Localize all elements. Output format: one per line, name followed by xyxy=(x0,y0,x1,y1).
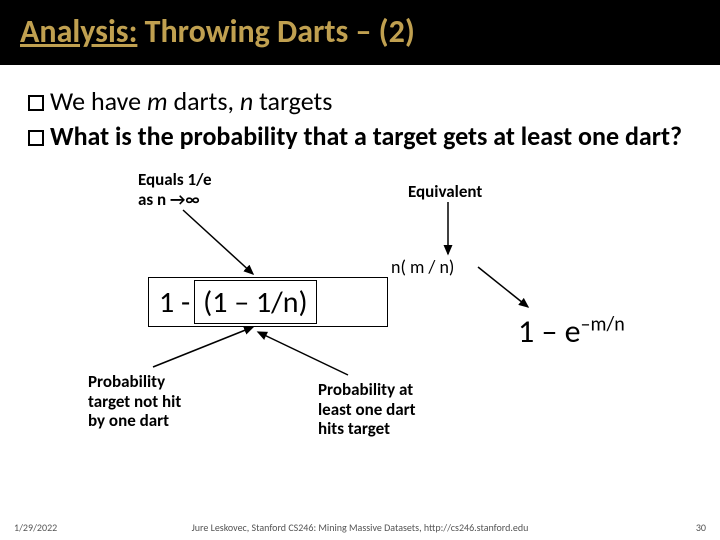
annot-br-l3: hits target xyxy=(318,419,416,439)
b1-post: targets xyxy=(253,85,332,117)
title-rest: Throwing Darts – (2) xyxy=(137,12,414,51)
bullet-box-icon xyxy=(28,95,44,111)
formula-outer-box: 1 - (1 – 1/n) xyxy=(148,277,388,327)
annot-prob-hits: Probability at least one dart hits targe… xyxy=(318,380,416,439)
arrow-tl xyxy=(183,210,253,274)
bullet-2: What is the probability that a target ge… xyxy=(28,120,692,153)
annot-bl-l2: target not hit xyxy=(88,392,181,412)
b1-mid: darts, xyxy=(168,85,240,117)
annot-equals-1e: Equals 1/e as n →∞ xyxy=(138,170,212,209)
title-bar: Analysis: Throwing Darts – (2) xyxy=(0,0,720,65)
arrow-bl xyxy=(153,327,253,367)
footer-center: Jure Leskovec, Stanford CS246: Mining Ma… xyxy=(192,521,529,534)
b2-text: What is the probability that a target ge… xyxy=(50,120,682,152)
annot-bl-l1: Probability xyxy=(88,372,181,392)
result-formula: 1 – e–m/n xyxy=(518,312,625,351)
result-base: 1 – e xyxy=(518,312,581,351)
footer-date: 1/29/2022 xyxy=(14,521,57,534)
b1-pre: We have xyxy=(50,85,147,117)
annot-equivalent: Equivalent xyxy=(408,182,482,202)
arrow-to-result xyxy=(478,267,528,307)
slide-title: Analysis: Throwing Darts – (2) xyxy=(20,12,700,51)
bullet-1: We have m darts, n targets xyxy=(28,85,692,118)
bullet-box-icon xyxy=(28,130,44,146)
diagram-area: Equals 1/e as n →∞ Equivalent n( m / n) … xyxy=(28,162,692,462)
arrow-br xyxy=(258,332,348,375)
result-exp: –m/n xyxy=(581,312,625,336)
footer-page: 30 xyxy=(696,521,706,534)
formula-inner-box: (1 – 1/n) xyxy=(194,280,316,324)
annot-tl-l2: as n →∞ xyxy=(138,190,212,210)
footer: 1/29/2022 Jure Leskovec, Stanford CS246:… xyxy=(0,521,720,534)
annot-bl-l3: by one dart xyxy=(88,411,181,431)
annot-tl-l1: Equals 1/e xyxy=(138,170,212,190)
formula-prefix: 1 - xyxy=(159,284,190,321)
exponent-label: n( m / n) xyxy=(391,257,454,278)
annot-prob-not-hit: Probability target not hit by one dart xyxy=(88,372,181,431)
title-underlined: Analysis: xyxy=(20,12,137,51)
b1-m: m xyxy=(147,85,168,117)
annot-br-l1: Probability at xyxy=(318,380,416,400)
formula-inner-text: (1 – 1/n) xyxy=(203,284,307,321)
b1-n: n xyxy=(240,85,253,117)
annot-br-l2: least one dart xyxy=(318,400,416,420)
content-area: We have m darts, n targets What is the p… xyxy=(0,65,720,462)
